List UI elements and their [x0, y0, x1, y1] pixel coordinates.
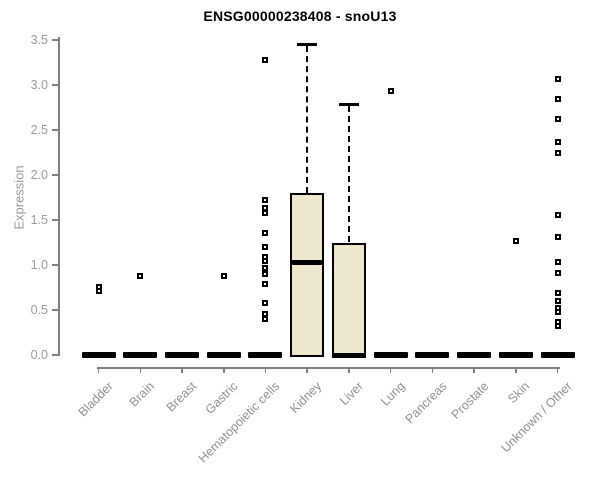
- y-tick-label: 2.5: [30, 123, 48, 137]
- x-tick-label: Lung: [377, 379, 408, 409]
- x-axis-line: [96, 367, 560, 369]
- x-tick-label: Hematopoietic cells: [195, 379, 283, 466]
- y-tick: [52, 39, 58, 41]
- zero-median-bar: [248, 352, 283, 358]
- outlier-point: [554, 298, 561, 304]
- zero-median-bar: [123, 352, 158, 358]
- y-tick-label: 1.5: [30, 213, 48, 227]
- y-axis-line: [58, 37, 60, 356]
- x-tick: [223, 367, 225, 373]
- x-tick-label: Skin: [505, 379, 533, 407]
- outlier-point: [262, 271, 269, 277]
- outlier-point: [137, 272, 144, 279]
- zero-median-bar: [165, 352, 200, 358]
- outlier-point: [554, 75, 561, 82]
- outlier-point: [387, 88, 394, 95]
- whisker-line: [306, 45, 309, 193]
- x-tick: [306, 367, 308, 373]
- median-line: [331, 352, 366, 358]
- outlier-point: [262, 209, 269, 216]
- outlier-point: [262, 299, 269, 306]
- whisker-line: [347, 105, 350, 243]
- whisker-cap: [338, 102, 359, 106]
- outlier-point: [262, 280, 269, 287]
- x-tick: [389, 367, 392, 373]
- x-tick: [431, 367, 434, 373]
- x-tick: [181, 367, 183, 373]
- median-line: [290, 259, 325, 265]
- y-tick-label: 1.0: [30, 258, 48, 272]
- x-tick-label: Kidney: [287, 379, 325, 416]
- outlier-point: [554, 95, 561, 102]
- zero-median-bar: [540, 352, 575, 358]
- y-tick: [52, 309, 58, 311]
- x-tick-label: Pancreas: [402, 379, 450, 427]
- y-tick: [52, 84, 58, 86]
- outlier-point: [554, 138, 561, 145]
- y-tick: [52, 129, 58, 131]
- zero-median-bar: [415, 352, 450, 358]
- y-tick: [52, 219, 58, 221]
- outlier-point: [554, 308, 561, 315]
- x-tick: [139, 367, 142, 373]
- y-axis-label: Expression: [11, 165, 27, 230]
- x-tick-label: Breast: [163, 379, 199, 415]
- outlier-point: [220, 272, 227, 279]
- chart-title: ENSG00000238408 - snoU13: [203, 8, 397, 24]
- y-tick: [52, 264, 58, 266]
- y-tick: [52, 174, 58, 176]
- outlier-point: [262, 264, 269, 271]
- x-tick: [97, 367, 100, 373]
- y-tick-label: 0.0: [30, 348, 48, 362]
- y-tick-label: 3.0: [30, 78, 48, 92]
- outlier-point: [262, 316, 269, 322]
- zero-median-bar: [81, 352, 116, 358]
- x-tick-label: Bladder: [75, 379, 116, 420]
- zero-median-bar: [373, 352, 408, 358]
- x-tick: [264, 367, 267, 373]
- whisker-cap: [297, 42, 318, 46]
- zero-median-bar: [498, 352, 533, 358]
- x-tick-label: Brain: [126, 379, 158, 410]
- x-tick: [556, 367, 559, 373]
- outlier-point: [554, 289, 561, 296]
- box: [290, 193, 325, 357]
- x-tick-label: Liver: [336, 379, 366, 409]
- outlier-point: [512, 237, 519, 244]
- outlier-point: [262, 244, 269, 250]
- outlier-point: [554, 270, 561, 277]
- x-tick: [348, 367, 350, 373]
- outlier-point: [262, 229, 269, 236]
- outlier-point: [262, 257, 269, 264]
- x-tick-label: Gastric: [202, 379, 241, 417]
- x-tick-label: Prostate: [448, 379, 491, 422]
- y-tick-label: 0.5: [30, 303, 48, 317]
- outlier-point: [262, 56, 269, 63]
- outlier-point: [554, 323, 561, 330]
- outlier-point: [262, 310, 269, 317]
- outlier-point: [262, 197, 269, 204]
- y-tick-label: 2.0: [30, 168, 48, 182]
- outlier-point: [554, 116, 561, 123]
- zero-median-bar: [206, 352, 241, 358]
- outlier-point: [554, 149, 561, 156]
- box: [331, 242, 366, 357]
- outlier-point: [554, 234, 561, 241]
- y-tick-label: 3.5: [30, 33, 48, 47]
- x-tick: [473, 367, 475, 373]
- y-tick: [52, 354, 58, 356]
- x-tick: [515, 367, 517, 373]
- outlier-point: [554, 211, 561, 218]
- outlier-point: [95, 288, 102, 295]
- zero-median-bar: [457, 352, 492, 358]
- outlier-point: [554, 259, 561, 266]
